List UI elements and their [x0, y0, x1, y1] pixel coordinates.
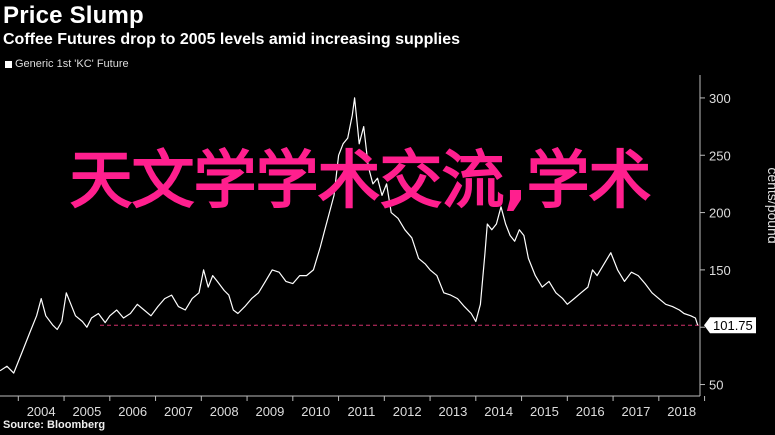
chart-title: Price Slump: [3, 2, 144, 29]
source-note: Source: Bloomberg: [3, 419, 106, 431]
y-tick-label: 150: [709, 263, 731, 278]
y-tick-label: 250: [709, 148, 731, 163]
x-tick-label: 2016: [576, 404, 605, 419]
x-tick-label: 2015: [530, 404, 559, 419]
x-tick-label: 2005: [72, 404, 101, 419]
x-tick-label: 2010: [301, 404, 330, 419]
x-tick-label: 2006: [118, 404, 147, 419]
x-tick-label: 2011: [347, 404, 375, 419]
x-tick-label: 2013: [438, 404, 467, 419]
x-tick-label: 2004: [27, 404, 56, 419]
last-value-label: 101.75: [713, 318, 753, 333]
x-tick-label: 2008: [210, 404, 239, 419]
last-value-callout: [704, 317, 756, 334]
chart-subtitle: Coffee Futures drop to 2005 levels amid …: [3, 31, 461, 48]
x-tick-label: 2017: [621, 404, 650, 419]
y-tick-label: 200: [709, 206, 731, 221]
x-tick-label: 2007: [164, 404, 193, 419]
legend-swatch: [5, 60, 12, 68]
x-tick-label: 2009: [255, 404, 284, 419]
y-axis-label: cents/pound: [765, 167, 775, 243]
chart-legend: Generic 1st 'KC' Future: [5, 58, 129, 70]
x-tick-label: 2018: [667, 404, 696, 419]
y-tick-label: 50: [709, 378, 723, 393]
x-tick-label: 2012: [393, 404, 422, 419]
watermark-text: 天文学学术交流,学术: [69, 144, 652, 217]
legend-label: Generic 1st 'KC' Future: [15, 58, 129, 70]
x-tick-label: 2014: [484, 404, 513, 419]
y-tick-label: 300: [709, 91, 731, 106]
series-line-kc-future: [0, 97, 699, 374]
